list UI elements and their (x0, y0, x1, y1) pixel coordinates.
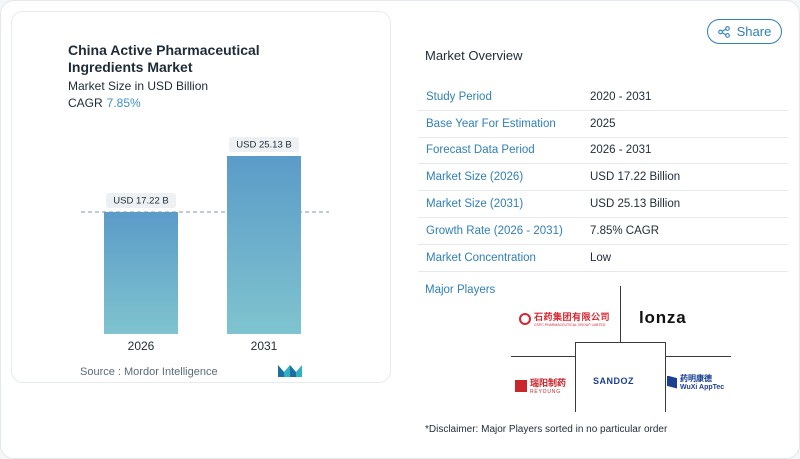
overview-value: 2026 - 2031 (590, 144, 652, 157)
x-tick-label: 2026 (128, 339, 155, 353)
cspc-name-en: CSPC PHARMACEUTICAL GROUP LIMITED (534, 323, 606, 327)
wuxi-mark-icon (667, 375, 677, 389)
overview-row-market-size-2026: Market Size (2026) USD 17.22 Billion (418, 164, 788, 192)
cagr-value: 7.85% (106, 96, 141, 110)
wuxi-apptec-logo[interactable]: 药明康德 WuXi AppTec (667, 373, 724, 391)
bar-2026[interactable] (104, 212, 178, 334)
data-label: USD 25.13 B (236, 140, 291, 151)
grid-divider (620, 286, 621, 342)
cspc-name-cn: 石药集团有限公司 (534, 312, 611, 322)
overview-table: Study Period 2020 - 2031 Base Year For E… (418, 84, 788, 272)
bar-2031[interactable] (227, 156, 301, 334)
reyoung-mark-icon (515, 379, 527, 392)
cagr-label: CAGR (68, 96, 103, 110)
overview-label[interactable]: Forecast Data Period (426, 144, 535, 157)
grid-divider (575, 342, 576, 412)
chart-card (11, 11, 391, 383)
overview-label[interactable]: Base Year For Estimation (426, 117, 556, 130)
bar-chart: USD 17.22 B 2026 USD 25.13 B 2031 (81, 137, 329, 353)
overview-label[interactable]: Study Period (426, 90, 492, 103)
overview-label[interactable]: Market Concentration (426, 251, 536, 264)
cspc-mark-icon (519, 312, 531, 325)
grid-divider (511, 356, 575, 357)
overview-row-base-year: Base Year For Estimation 2025 (418, 111, 788, 138)
x-tick-label: 2031 (251, 339, 278, 353)
disclaimer: *Disclaimer: Major Players sorted in no … (425, 424, 668, 435)
overview-value: 2025 (590, 117, 616, 130)
data-label: USD 17.22 B (113, 196, 168, 207)
major-players-label[interactable]: Major Players (425, 284, 496, 296)
overview-title: Market Overview (425, 48, 523, 63)
chart-source: Source : Mordor Intelligence (80, 366, 218, 378)
overview-value: USD 25.13 Billion (590, 198, 681, 211)
chart-title: China Active Pharmaceutical Ingredients … (68, 42, 260, 75)
chart-subtitle: Market Size in USD Billion (68, 79, 209, 93)
reyoung-name-cn: 瑞阳制药 (530, 378, 567, 388)
overview-row-forecast-period: Forecast Data Period 2026 - 2031 (418, 138, 788, 165)
overview-label[interactable]: Market Size (2031) (426, 198, 524, 211)
major-players-grid: 石药集团有限公司 CSPC PHARMACEUTICAL GROUP LIMIT… (511, 286, 731, 412)
share-label: Share (736, 24, 772, 39)
data-label-box (106, 193, 176, 209)
overview-value: Low (590, 251, 612, 264)
overview-row-market-size-2031: Market Size (2031) USD 25.13 Billion (418, 191, 788, 218)
mordor-logo-icon (278, 365, 302, 377)
sandoz-logo[interactable]: SANDOZ (593, 376, 634, 386)
overview-label[interactable]: Growth Rate (2026 - 2031) (426, 224, 563, 237)
cspc-logo[interactable]: 石药集团有限公司 CSPC PHARMACEUTICAL GROUP LIMIT… (519, 310, 610, 327)
overview-row-growth-rate: Growth Rate (2026 - 2031) 7.85% CAGR (418, 218, 788, 245)
share-icon (717, 25, 730, 38)
grid-divider (665, 342, 666, 412)
grid-divider (665, 356, 731, 357)
overview-label[interactable]: Market Size (2026) (426, 171, 524, 184)
overview-value: 2020 - 2031 (590, 90, 652, 103)
wuxi-name-en: WuXi AppTec (680, 384, 725, 391)
overview-row-study-period: Study Period 2020 - 2031 (418, 84, 788, 111)
grid-divider (575, 342, 665, 343)
overview-row-concentration: Market Concentration Low (418, 245, 788, 272)
reyoung-logo[interactable]: 瑞阳制药 REYOUNG (515, 376, 566, 395)
overview-value: 7.85% CAGR (590, 224, 660, 237)
wuxi-name-cn: 药明康德 (680, 374, 712, 383)
overview-value: USD 17.22 Billion (590, 171, 681, 184)
share-button[interactable]: Share (707, 19, 782, 44)
lonza-logo[interactable]: lonza (639, 308, 687, 327)
chart-cagr: CAGR 7.85% (68, 96, 141, 110)
reyoung-name-en: REYOUNG (530, 389, 561, 395)
data-label-box (229, 137, 299, 152)
